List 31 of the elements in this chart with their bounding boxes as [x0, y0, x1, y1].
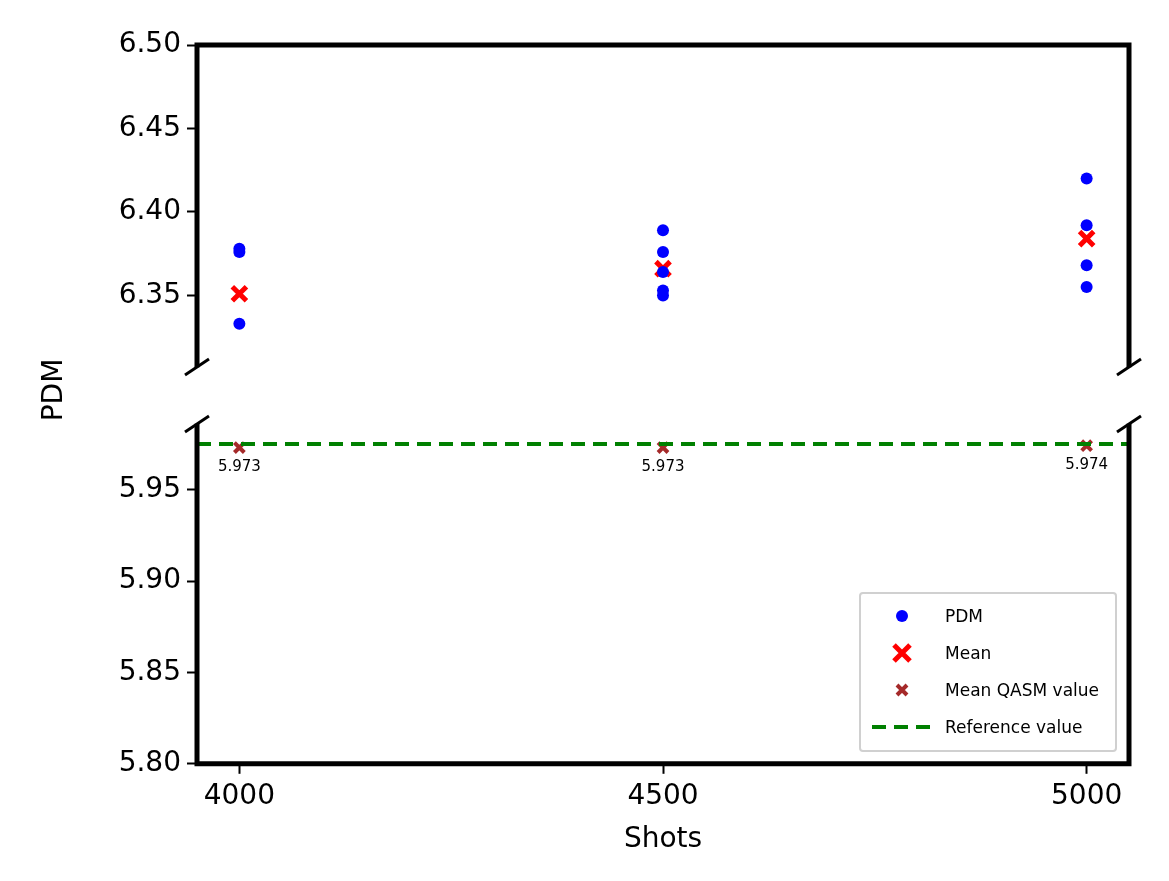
x-tick-label: 4500 — [627, 777, 699, 811]
x-tick-label: 4000 — [203, 777, 275, 811]
y-tick-label: 5.90 — [118, 562, 181, 596]
y-axis-title: PDM — [35, 358, 69, 422]
point — [229, 284, 249, 304]
point — [1077, 229, 1097, 249]
point — [1080, 172, 1093, 185]
point — [657, 266, 669, 279]
y-tick-label: 5.80 — [118, 745, 181, 779]
data-label: 5.974 — [1065, 455, 1109, 474]
y-tick-label: 5.85 — [118, 653, 181, 687]
y-tick-label: 5.95 — [118, 470, 181, 504]
y-tick-label: 6.35 — [118, 276, 181, 310]
point — [233, 317, 246, 330]
y-tick-label: 6.45 — [118, 109, 181, 143]
data-label: 5.973 — [641, 456, 685, 475]
legend-label: Mean — [945, 643, 992, 664]
point — [657, 246, 669, 259]
legend-label: PDM — [945, 606, 984, 627]
x-axis-title: Shots — [623, 821, 703, 855]
data-label: 5.973 — [217, 456, 261, 475]
point — [1080, 219, 1093, 232]
x-tick-label: 5000 — [1051, 777, 1123, 811]
y-tick-label: 6.40 — [118, 193, 181, 227]
point — [1080, 259, 1093, 272]
point — [653, 259, 673, 279]
legend-label: Mean QASM value — [945, 680, 1100, 701]
legend-label: Reference value — [945, 717, 1083, 738]
y-tick-label: 6.50 — [118, 26, 181, 60]
point — [657, 224, 669, 237]
point — [1080, 281, 1093, 294]
